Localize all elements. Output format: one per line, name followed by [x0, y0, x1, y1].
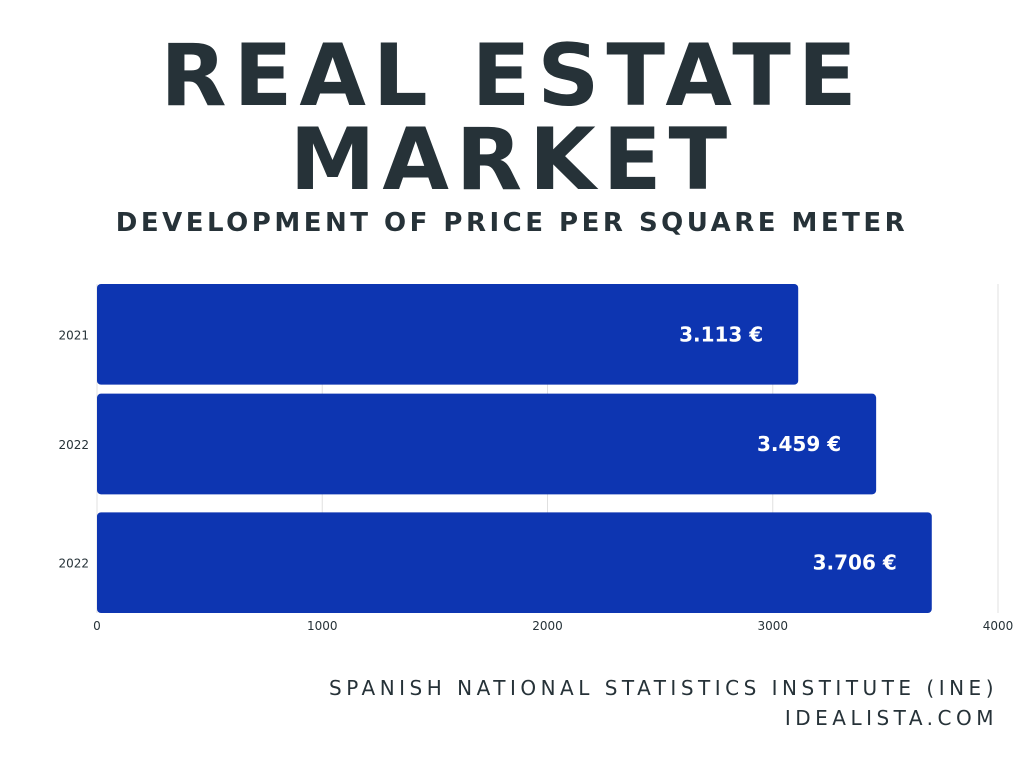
bar-value-label: 3.706 €: [813, 551, 897, 575]
title-line-1: REAL ESTATE: [160, 26, 864, 126]
bar: [97, 284, 799, 385]
bar-value-label: 3.113 €: [679, 322, 763, 346]
source-line-2: IDEALISTA.COM: [784, 706, 998, 730]
bar: [97, 393, 877, 495]
x-tick-label: 1000: [307, 619, 338, 633]
x-tick-label: 2000: [532, 619, 563, 633]
x-tick-label: 0: [93, 619, 101, 633]
y-category-label: 2022: [58, 438, 89, 452]
title-line-2: MARKET: [289, 110, 735, 210]
y-category-label: 2022: [58, 557, 89, 571]
y-category-label: 2021: [58, 328, 89, 342]
bar-value-label: 3.459 €: [757, 432, 841, 456]
x-tick-label: 3000: [757, 619, 788, 633]
x-tick-label: 4000: [983, 619, 1014, 633]
bar: [97, 512, 932, 613]
source-line-1: SPANISH NATIONAL STATISTICS INSTITUTE (I…: [329, 676, 998, 700]
subtitle: DEVELOPMENT OF PRICE PER SQUARE METER: [115, 208, 909, 238]
